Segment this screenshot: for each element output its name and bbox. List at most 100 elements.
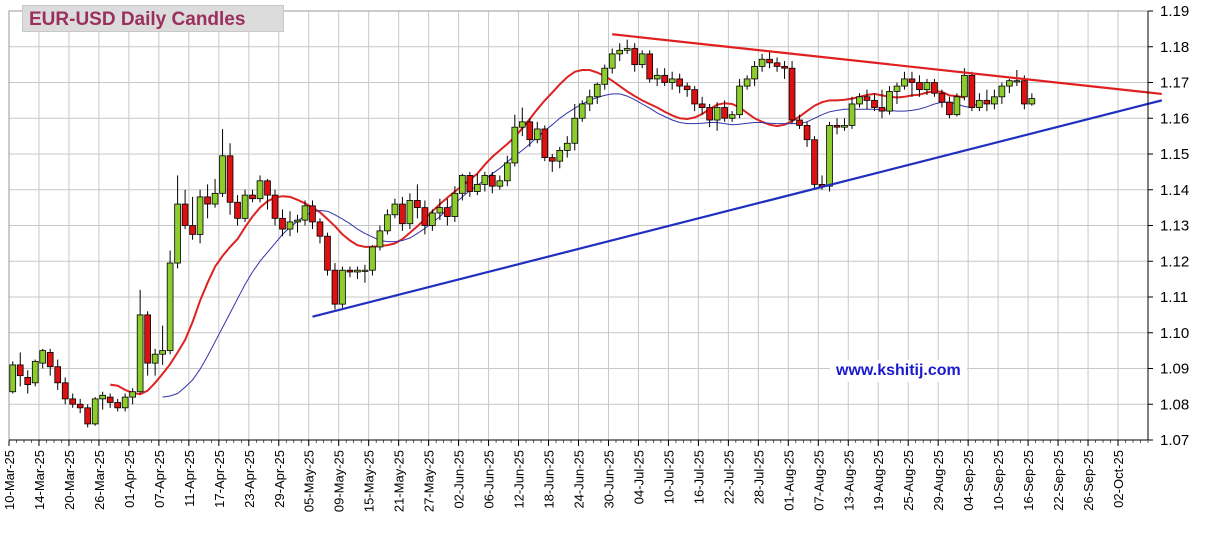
candle-body — [391, 203, 399, 216]
candle-body — [953, 96, 961, 116]
axes — [8, 10, 1153, 446]
candle-body — [39, 350, 47, 364]
candle-body — [466, 175, 474, 192]
candle-body — [294, 219, 301, 223]
candle — [923, 78, 931, 96]
x-tick-label: 16-Sep-25 — [1021, 450, 1036, 511]
candle — [886, 86, 893, 115]
candle — [758, 53, 766, 72]
candle-body — [803, 125, 811, 141]
candle — [946, 96, 953, 119]
candle-body — [474, 183, 481, 192]
candle-body — [601, 67, 609, 85]
candle-body — [346, 269, 354, 273]
candle — [916, 75, 923, 97]
candle — [136, 289, 144, 394]
x-tick-label: 01-Aug-25 — [781, 450, 796, 511]
candle — [99, 391, 106, 410]
candle-body — [99, 394, 106, 400]
candle — [796, 114, 803, 129]
candle-body — [923, 82, 931, 91]
candle-body — [668, 78, 676, 83]
candle-body — [541, 128, 549, 158]
candle-body — [773, 62, 781, 67]
candle-body — [863, 96, 871, 101]
y-tick-label: 1.17 — [1160, 75, 1189, 92]
candle — [324, 232, 331, 276]
candle — [159, 325, 166, 365]
candle-body — [31, 360, 39, 384]
candle — [901, 71, 908, 90]
candle-body — [376, 230, 384, 248]
x-tick-label: 25-Aug-25 — [901, 450, 916, 511]
candle — [878, 89, 886, 119]
candle-body — [878, 107, 886, 112]
candle — [361, 264, 369, 283]
candle-body — [166, 262, 174, 352]
candle — [893, 82, 901, 104]
candle-body — [481, 175, 489, 185]
y-tick-label: 1.16 — [1160, 110, 1189, 127]
candle — [556, 146, 564, 169]
candle — [264, 179, 271, 210]
candle — [489, 171, 496, 194]
candle — [826, 121, 833, 192]
x-tick-label: 23-Apr-25 — [242, 450, 257, 508]
candle — [399, 196, 406, 231]
candle — [444, 198, 451, 226]
candle-body — [136, 314, 144, 393]
candle-body — [856, 96, 863, 105]
candle — [474, 173, 481, 196]
candle-body — [114, 402, 121, 409]
candle-body — [833, 125, 841, 128]
candle-body — [946, 101, 953, 116]
candle-body — [406, 200, 414, 225]
x-tick-label: 04-Sep-25 — [961, 450, 976, 511]
candle-body — [436, 207, 444, 214]
x-tick-label: 20-Mar-25 — [62, 450, 77, 510]
candle — [204, 184, 211, 219]
candle — [174, 175, 181, 269]
candle — [286, 211, 294, 237]
candle — [706, 103, 713, 128]
red-moving-average-line — [110, 69, 965, 396]
y-tick-label: 1.13 — [1160, 218, 1189, 235]
candle — [593, 82, 601, 104]
candle — [938, 89, 946, 108]
candle — [151, 348, 159, 376]
candle — [623, 39, 631, 54]
candle — [234, 195, 241, 226]
candle-body — [354, 269, 361, 273]
candle-body — [369, 246, 376, 271]
candle-body — [661, 74, 668, 83]
candle-body — [121, 396, 129, 409]
candle-body — [361, 269, 369, 272]
candle — [983, 89, 991, 112]
candle-body — [698, 103, 706, 108]
x-tick-label: 12-Jun-25 — [512, 450, 527, 509]
x-tick-label: 13-Aug-25 — [841, 450, 856, 511]
candle — [9, 361, 17, 394]
candle — [16, 352, 24, 387]
candle — [728, 111, 736, 122]
candle — [459, 173, 466, 201]
candle-body — [608, 53, 616, 69]
y-tick-labels: 1.07 1.08 1.09 1.10 1.11 1.12 1.13 1.14 1.15 1.16… — [1160, 3, 1189, 449]
candle-body — [151, 353, 159, 364]
candle-body — [526, 121, 534, 141]
candle — [106, 393, 114, 408]
candle — [54, 359, 62, 390]
trendlines — [312, 33, 1163, 318]
candle-body — [728, 114, 736, 119]
candle-body — [766, 58, 773, 64]
candle — [683, 82, 691, 97]
candle — [811, 136, 818, 190]
candle — [256, 175, 264, 203]
candle-body — [788, 67, 796, 121]
candle — [533, 121, 541, 144]
candle — [331, 263, 339, 310]
candle — [991, 89, 998, 110]
x-tick-label: 11-Apr-25 — [182, 450, 197, 507]
candle-body — [301, 205, 309, 221]
